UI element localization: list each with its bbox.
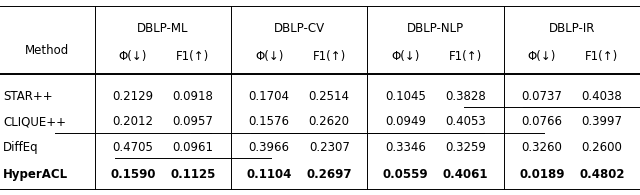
Text: 0.0961: 0.0961 (172, 141, 213, 154)
Text: F1(↑): F1(↑) (176, 50, 209, 63)
Text: 0.2129: 0.2129 (113, 90, 154, 103)
Text: 0.3260: 0.3260 (522, 141, 563, 154)
Text: 0.2697: 0.2697 (307, 168, 352, 181)
Text: DBLP-ML: DBLP-ML (137, 22, 189, 35)
Text: DBLP-CV: DBLP-CV (274, 22, 324, 35)
Text: STAR++: STAR++ (3, 90, 53, 103)
Text: 0.4802: 0.4802 (579, 168, 625, 181)
Text: F1(↑): F1(↑) (585, 50, 618, 63)
Text: 0.4061: 0.4061 (443, 168, 488, 181)
Text: 0.2307: 0.2307 (308, 141, 349, 154)
Text: 0.3346: 0.3346 (385, 141, 426, 154)
Text: 0.0737: 0.0737 (522, 90, 563, 103)
Text: 0.0189: 0.0189 (519, 168, 564, 181)
Text: 0.3259: 0.3259 (445, 141, 486, 154)
Text: 0.1704: 0.1704 (249, 90, 290, 103)
Text: 0.0957: 0.0957 (172, 115, 213, 128)
Text: 0.1104: 0.1104 (246, 168, 292, 181)
Text: Φ(↓): Φ(↓) (118, 50, 147, 63)
Text: 0.1590: 0.1590 (110, 168, 156, 181)
Text: DBLP-NLP: DBLP-NLP (407, 22, 464, 35)
Text: 0.2620: 0.2620 (308, 115, 349, 128)
Text: 0.4705: 0.4705 (113, 141, 154, 154)
Text: 0.2600: 0.2600 (581, 141, 622, 154)
Text: 0.1125: 0.1125 (170, 168, 216, 181)
Text: 0.3997: 0.3997 (581, 115, 622, 128)
Text: 0.0949: 0.0949 (385, 115, 426, 128)
Text: 0.0559: 0.0559 (383, 168, 428, 181)
Text: F1(↑): F1(↑) (312, 50, 346, 63)
Text: 0.3828: 0.3828 (445, 90, 486, 103)
Text: DBLP-IR: DBLP-IR (548, 22, 595, 35)
Text: 0.3966: 0.3966 (249, 141, 290, 154)
Text: 0.2514: 0.2514 (308, 90, 349, 103)
Text: Φ(↓): Φ(↓) (391, 50, 420, 63)
Text: 0.4038: 0.4038 (582, 90, 622, 103)
Text: Method: Method (25, 44, 70, 57)
Text: Φ(↓): Φ(↓) (527, 50, 556, 63)
Text: 0.0766: 0.0766 (522, 115, 563, 128)
Text: Φ(↓): Φ(↓) (255, 50, 284, 63)
Text: 0.1576: 0.1576 (249, 115, 290, 128)
Text: 0.2012: 0.2012 (113, 115, 154, 128)
Text: CLIQUE++: CLIQUE++ (3, 115, 66, 128)
Text: 0.0918: 0.0918 (172, 90, 213, 103)
Text: F1(↑): F1(↑) (449, 50, 482, 63)
Text: HyperACL: HyperACL (3, 168, 68, 181)
Text: 0.4053: 0.4053 (445, 115, 486, 128)
Text: DiffEq: DiffEq (3, 141, 39, 154)
Text: 0.1045: 0.1045 (385, 90, 426, 103)
